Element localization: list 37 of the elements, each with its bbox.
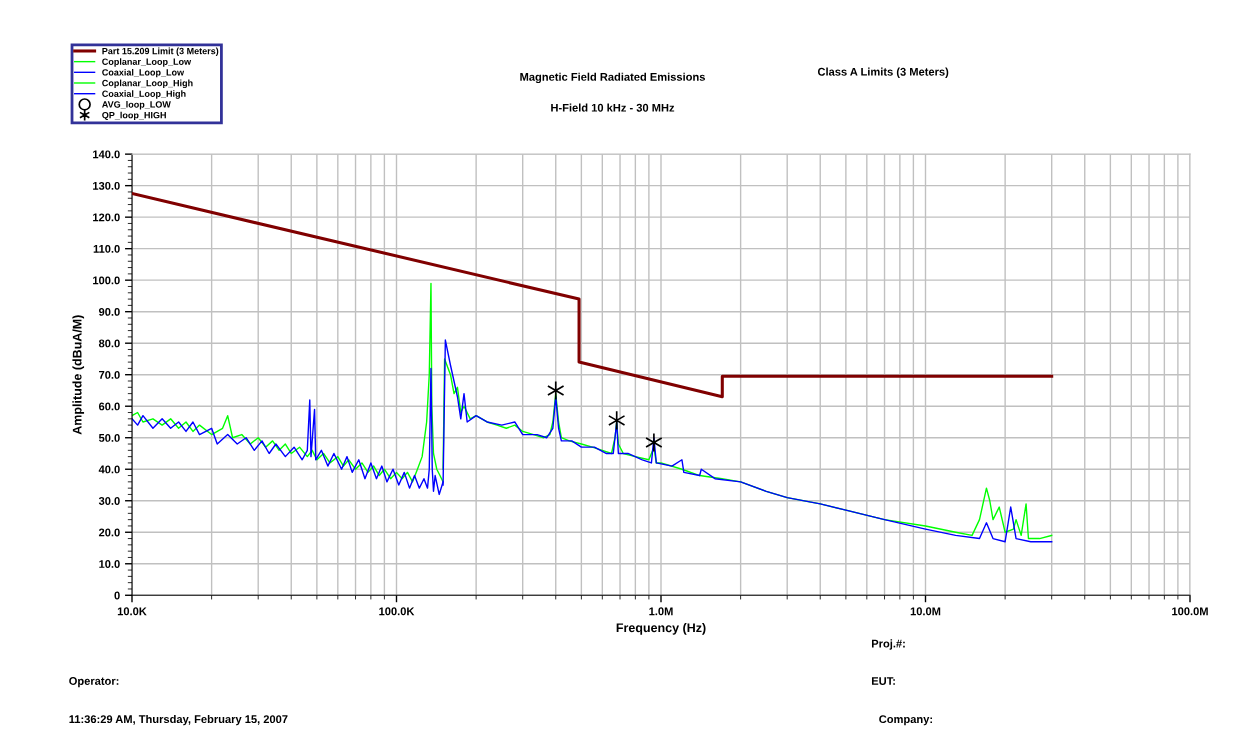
legend-label: AVG_loop_LOW xyxy=(102,101,171,110)
y-tick-label: 120.0 xyxy=(93,213,120,222)
y-tick-label: 110.0 xyxy=(93,244,120,253)
y-tick-label: 30.0 xyxy=(98,497,120,505)
text: Proj.#: xyxy=(871,639,905,650)
legend-label: Coplanar_Loop_Low xyxy=(102,58,192,67)
x-tick-label: 10.0M xyxy=(910,607,941,616)
y-tick-label: 140.0 xyxy=(93,150,120,159)
y-axis-title: Amplitude (dBuA/M) xyxy=(72,315,85,435)
legend-label: Coplanar_Loop_High xyxy=(102,79,193,89)
legend-label: Coaxial_Loop_Low xyxy=(102,68,185,78)
y-tick-label: 130.0 xyxy=(93,181,120,190)
y-tick-label: 60.0 xyxy=(98,402,120,411)
x-tick-label: 10.0K xyxy=(117,607,147,616)
legend-label: QP_loop_HIGH xyxy=(102,111,166,121)
y-tick-label: 10.0 xyxy=(99,560,120,568)
text: 11:36:29 AM, Thursday, February 15, 2007 xyxy=(69,714,288,726)
y-tick-label: 0 xyxy=(114,591,120,600)
y-tick-label: 80.0 xyxy=(98,339,120,348)
legend-label: Part 15.209 Limit (3 Meters) xyxy=(102,47,219,57)
y-tick-label: 70.0 xyxy=(99,370,120,379)
text: EUT: xyxy=(871,677,895,685)
y-tick-label: 90.0 xyxy=(98,307,120,316)
chart-title: Magnetic Field Radiated Emissions xyxy=(520,72,705,84)
chart-subtitle: H-Field 10 kHz - 30 MHz xyxy=(551,103,675,112)
text: Operator: xyxy=(69,677,119,688)
text: Company: xyxy=(879,715,933,726)
y-tick-label: 20.0 xyxy=(98,528,120,537)
y-tick-label: 100.0 xyxy=(93,276,120,285)
text: Class A Limits (3 Meters) xyxy=(817,67,949,78)
x-tick-label: 100.0M xyxy=(1172,607,1208,616)
y-tick-label: 40.0 xyxy=(98,465,120,474)
x-tick-label: 1.0M xyxy=(649,607,673,616)
x-tick-label: 100.0K xyxy=(379,607,415,616)
y-tick-label: 50.0 xyxy=(98,433,120,442)
legend-label: Coaxial_Loop_High xyxy=(102,90,186,99)
x-axis-title: Frequency (Hz) xyxy=(616,622,706,635)
